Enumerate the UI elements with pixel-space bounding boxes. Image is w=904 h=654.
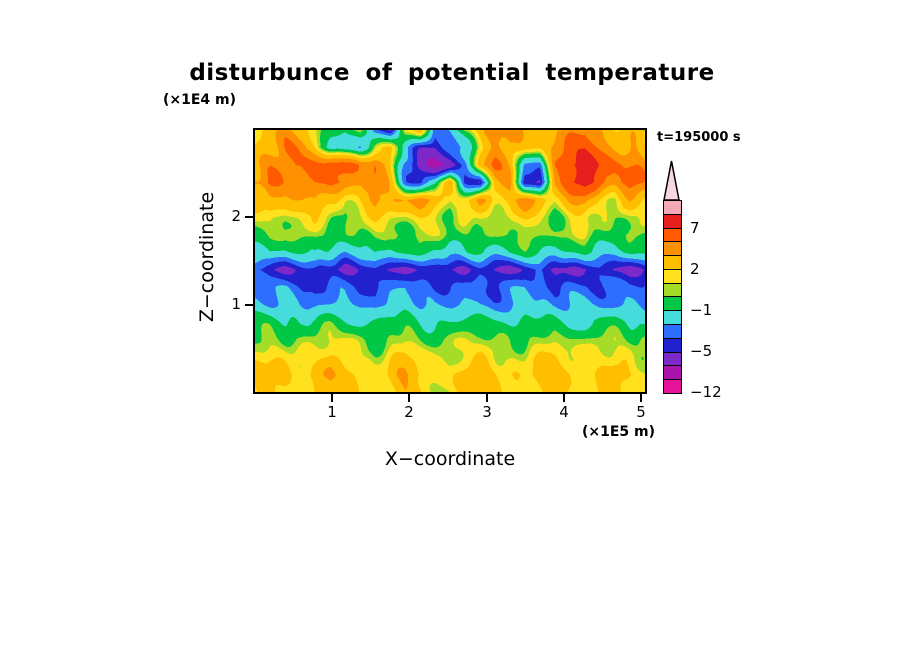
x-tick-mark: [408, 394, 410, 402]
colorbar-segment: [664, 379, 681, 393]
heatmap-canvas: [255, 130, 645, 392]
colorbar-label: −12: [690, 383, 722, 401]
colorbar-segment: [664, 255, 681, 269]
colorbar-segment: [664, 310, 681, 325]
x-tick-mark: [486, 394, 488, 402]
x-tick-label: 2: [404, 403, 414, 421]
colorbar-segment: [664, 324, 681, 338]
y-tick-mark: [245, 216, 253, 218]
x-tick-label: 5: [636, 403, 646, 421]
x-tick-label: 1: [327, 403, 337, 421]
colorbar-bar: [663, 200, 682, 394]
colorbar-segment: [664, 268, 681, 283]
colorbar-segment: [664, 213, 681, 228]
x-tick-mark: [640, 394, 642, 402]
colorbar-segment: [664, 227, 681, 242]
y-axis-unit-label: (×1E4 m): [163, 92, 237, 108]
colorbar-segment: [664, 337, 681, 352]
y-tick-label: 2: [231, 207, 241, 225]
x-tick-label: 3: [482, 403, 492, 421]
colorbar-segment: [664, 241, 681, 256]
colorbar-label: −1: [690, 301, 713, 319]
colorbar-segment: [664, 201, 681, 214]
colorbar-overflow-arrow-icon: [663, 160, 680, 201]
colorbar-label: 2: [690, 260, 700, 278]
x-tick-mark: [563, 394, 565, 402]
x-tick-label: 4: [559, 403, 569, 421]
colorbar-segment: [664, 365, 681, 380]
y-tick-mark: [245, 304, 253, 306]
x-tick-mark: [331, 394, 333, 402]
x-axis-unit-label: (×1E5 m): [581, 424, 655, 440]
page-title: disturbunce of potential temperature: [189, 60, 715, 86]
colorbar-segment: [664, 282, 681, 297]
colorbar-segment: [664, 296, 681, 311]
x-axis-label: X−coordinate: [384, 448, 516, 470]
y-tick-label: 1: [231, 295, 241, 313]
plot-area: [253, 128, 647, 394]
colorbar-label: 7: [690, 219, 700, 237]
time-annotation: t=195000 s: [657, 130, 741, 145]
colorbar-label: −5: [690, 342, 713, 360]
colorbar-segment: [664, 351, 681, 366]
y-axis-label: Z−coordinate: [196, 191, 218, 323]
